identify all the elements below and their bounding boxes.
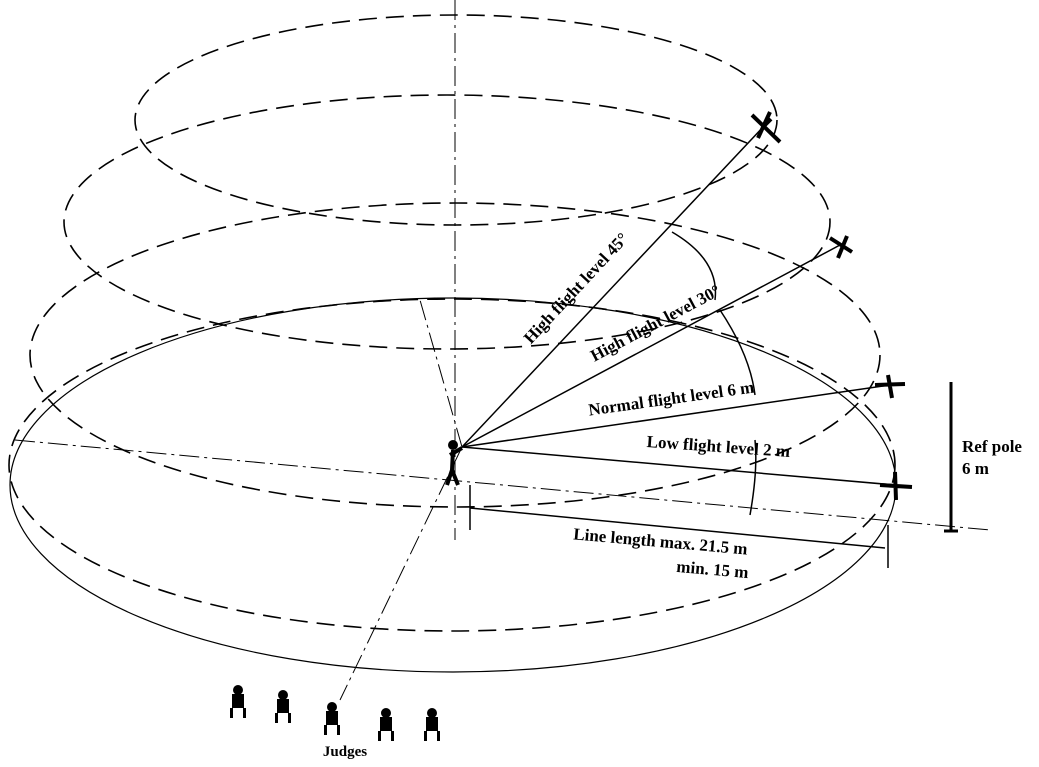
- angle-arc: [749, 439, 757, 516]
- pilot: [445, 440, 464, 486]
- ref-pole-title: Ref pole: [962, 437, 1022, 456]
- plane: [750, 111, 913, 501]
- reference-axis: [14, 439, 991, 531]
- level-label: Low flight level 2 m: [646, 432, 791, 461]
- angle-arc: [719, 309, 756, 396]
- line-length-min: min. 15 m: [676, 557, 750, 582]
- judges-figures: [230, 685, 440, 741]
- circle-boundary: [9, 297, 897, 673]
- high-orbit-ellipse: [134, 14, 778, 226]
- judges-axis: [339, 446, 463, 701]
- line-45: [461, 124, 766, 448]
- line-30: [461, 244, 841, 448]
- level-label: Normal flight level 6 m: [587, 378, 755, 420]
- level-label: High flight level 45°: [520, 229, 632, 347]
- dimension-line: [469, 507, 886, 549]
- axis: [419, 299, 463, 448]
- ref-pole: [944, 382, 958, 533]
- level-label: High flight level 30°: [587, 281, 723, 365]
- ref-pole-height: 6 m: [962, 459, 989, 478]
- line-length-max: Line length max. 21.5 m: [573, 524, 749, 558]
- judges-label: Judges: [323, 744, 367, 760]
- angle-arc: [671, 231, 717, 301]
- line-normal: [461, 384, 891, 448]
- orbit-ellipse: [63, 94, 831, 350]
- line-low: [461, 446, 896, 486]
- orbit-ellipse: [8, 298, 896, 632]
